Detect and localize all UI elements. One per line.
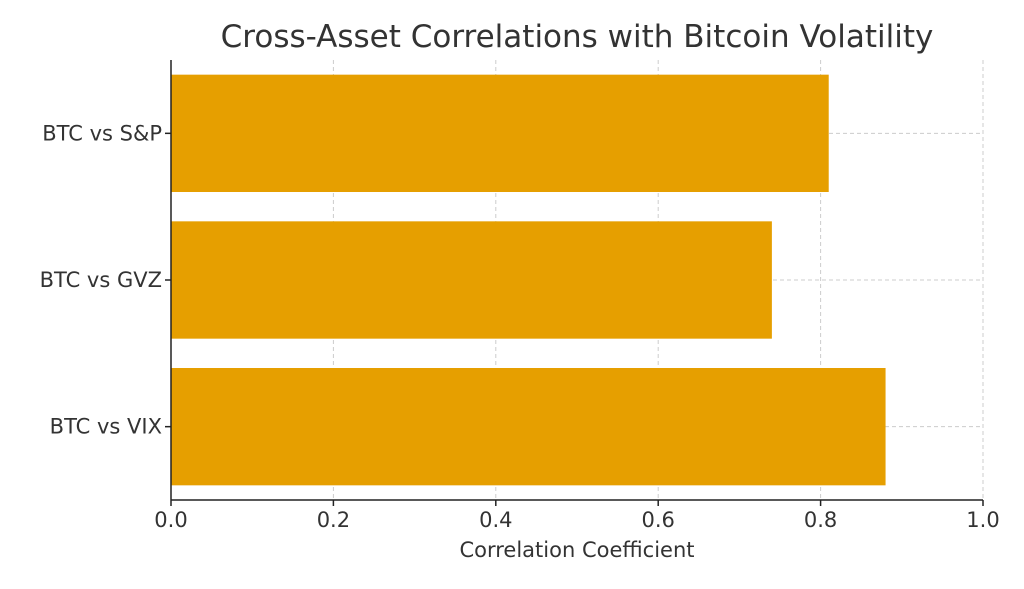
- bar: [171, 74, 829, 192]
- bar: [171, 368, 886, 486]
- x-tick-label: 1.0: [966, 508, 999, 532]
- axes: 0.0 0.2 0.4 0.6 0.8 1.0 BTC vs S&P BTC vs GVZ BT…: [40, 60, 1000, 532]
- x-axis-label: Correlation Coefficient: [459, 538, 694, 562]
- bars: [171, 74, 886, 486]
- y-category-label: BTC vs VIX: [50, 415, 162, 439]
- y-category-label: BTC vs S&P: [42, 121, 162, 145]
- y-category-label: BTC vs GVZ: [40, 268, 162, 292]
- x-tick-label: 0.2: [317, 508, 350, 532]
- x-tick-label: 0.8: [804, 508, 837, 532]
- bar: [171, 221, 772, 339]
- x-tick-label: 0.6: [641, 508, 674, 532]
- x-tick-label: 0.4: [479, 508, 512, 532]
- x-tick-label: 0.0: [154, 508, 187, 532]
- chart-title: Cross-Asset Correlations with Bitcoin Vo…: [221, 19, 934, 55]
